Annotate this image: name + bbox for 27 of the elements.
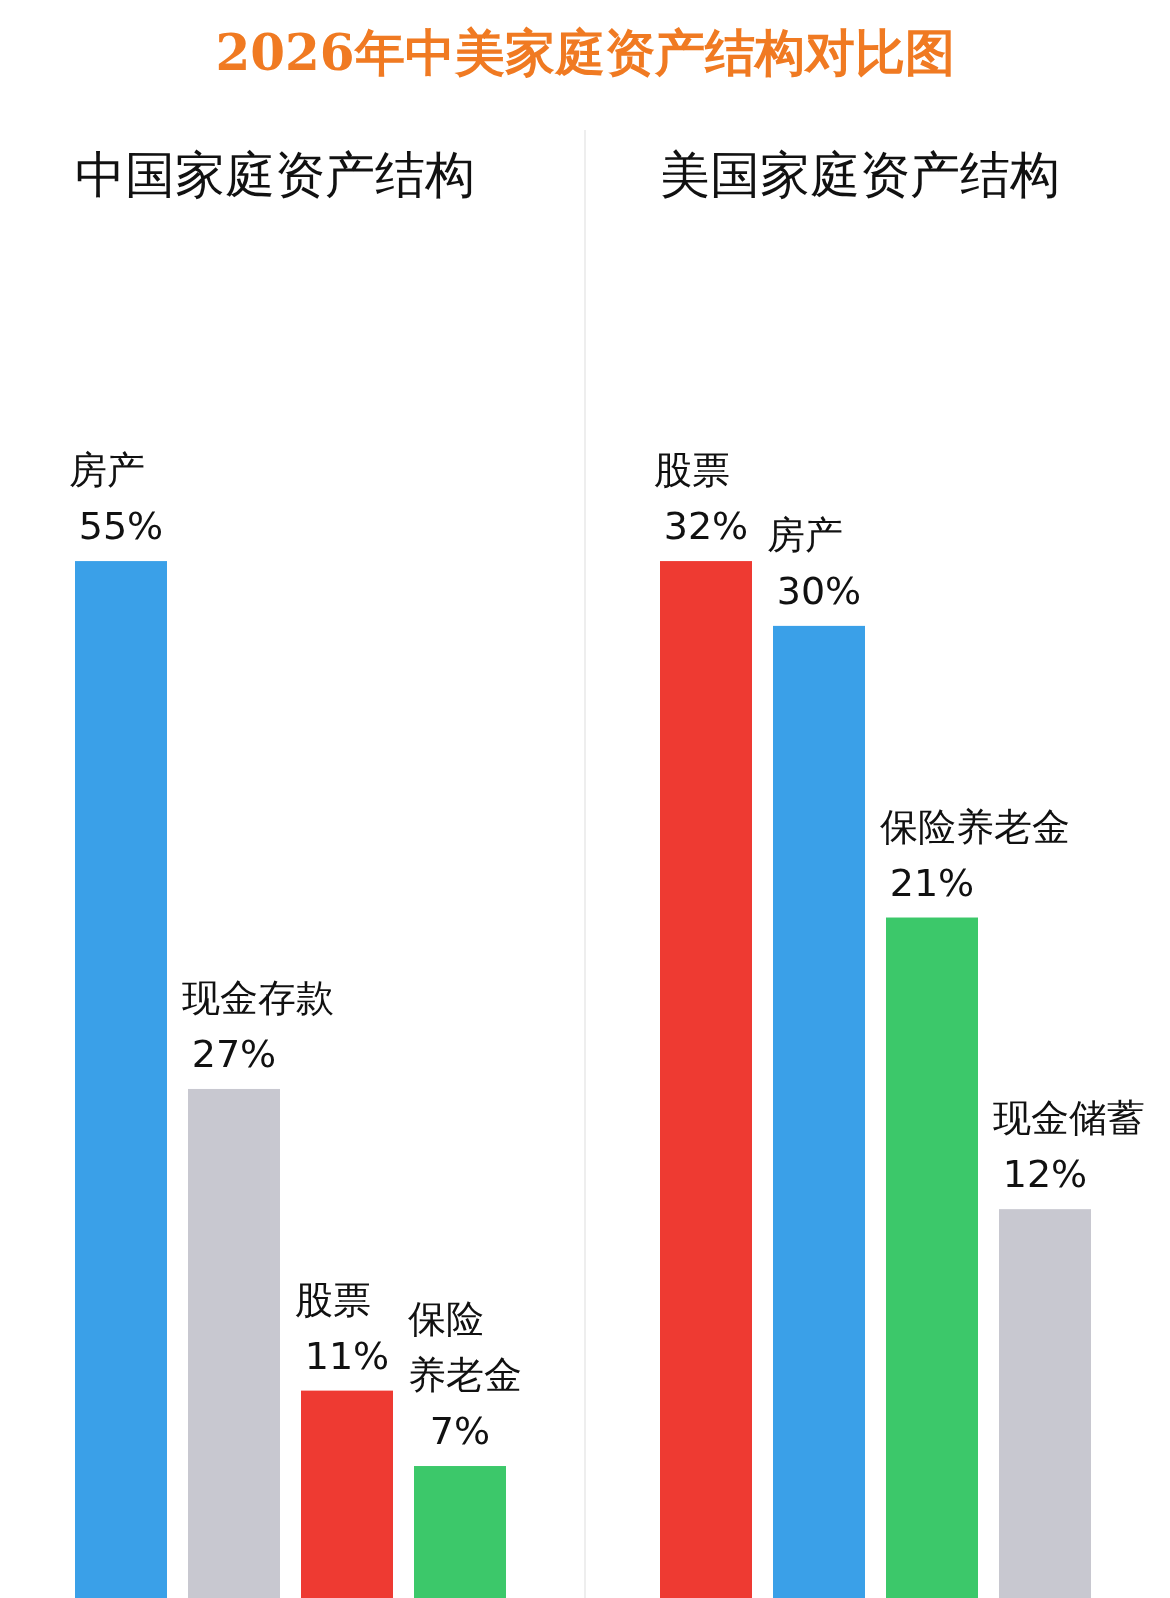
x-tick-label: 现金储蓄 [993, 1096, 1145, 1141]
bar [188, 1088, 280, 1598]
data-label: 55% [78, 504, 164, 549]
data-label: 12% [1002, 1152, 1088, 1197]
x-tick-label: 房产 [69, 448, 145, 493]
data-label: 27% [191, 1031, 277, 1076]
data-label: 7% [429, 1409, 491, 1454]
bar [75, 561, 167, 1598]
chart-title: 2026年中美家庭资产结构对比图 [215, 23, 955, 82]
x-tick-label: 股票 [295, 1277, 371, 1322]
bar [301, 1390, 393, 1598]
x-tick-label: 保险养老金 [408, 1297, 522, 1398]
bar [773, 625, 865, 1598]
x-tick-label: 保险养老金 [880, 804, 1070, 849]
data-label: 21% [889, 860, 975, 905]
chart-subtitle: 美国家庭资产结构 [660, 146, 1060, 204]
chart-subtitle: 中国家庭资产结构 [75, 146, 475, 204]
bar [414, 1466, 506, 1598]
bar [886, 917, 978, 1598]
bar [999, 1209, 1091, 1598]
data-label: 32% [663, 504, 749, 549]
x-tick-label: 股票 [654, 448, 730, 493]
bar [660, 561, 752, 1598]
x-tick-label: 现金存款 [182, 975, 334, 1020]
x-tick-label: 房产 [767, 512, 843, 557]
data-label: 30% [776, 568, 862, 613]
data-label: 11% [304, 1333, 390, 1378]
